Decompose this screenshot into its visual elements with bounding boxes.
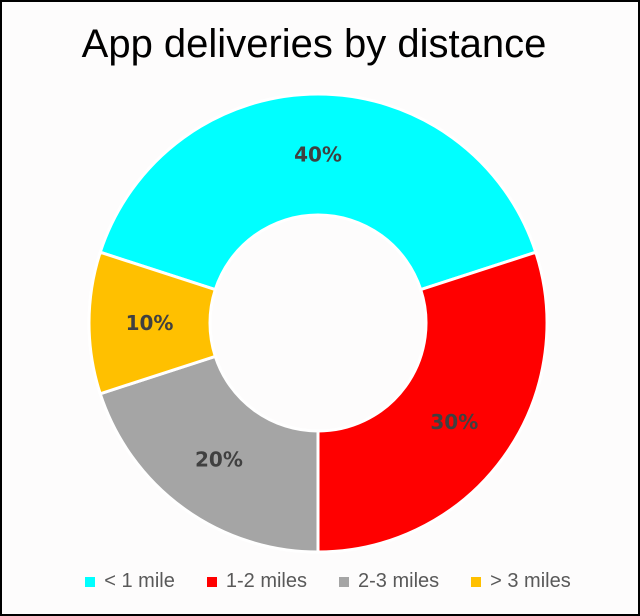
data-label-2-3-miles: 20% (195, 447, 243, 471)
legend-swatch (206, 576, 217, 587)
legend-item-lt-1-mile: < 1 mile (85, 570, 175, 593)
legend-item-gt-3-miles: > 3 miles (471, 570, 571, 593)
legend-label: < 1 mile (104, 570, 175, 592)
legend-label: 1-2 miles (225, 570, 307, 592)
slice-2-3-miles (98, 354, 320, 554)
slice-gt-3-miles (87, 250, 218, 396)
legend-item-1-2-miles: 1-2 miles (206, 570, 307, 593)
data-label-lt-1-mile: 40% (294, 143, 342, 167)
slice-1-2-miles (316, 250, 549, 554)
legend-swatch (339, 576, 349, 587)
data-label-gt-3-miles: 10% (126, 311, 174, 335)
data-label-1-2-miles: 30% (430, 410, 478, 434)
legend-label: > 3 miles (490, 570, 571, 592)
slice-lt-1-mile (98, 92, 538, 292)
chart-legend: < 1 mile 1-2 miles 2-3 miles > 3 miles (2, 570, 640, 593)
legend-item-2-3-miles: 2-3 miles (339, 570, 439, 593)
legend-swatch (85, 576, 96, 587)
legend-swatch (471, 576, 482, 587)
chart-title: App deliveries by distance (81, 22, 547, 66)
legend-label: 2-3 miles (358, 570, 440, 592)
